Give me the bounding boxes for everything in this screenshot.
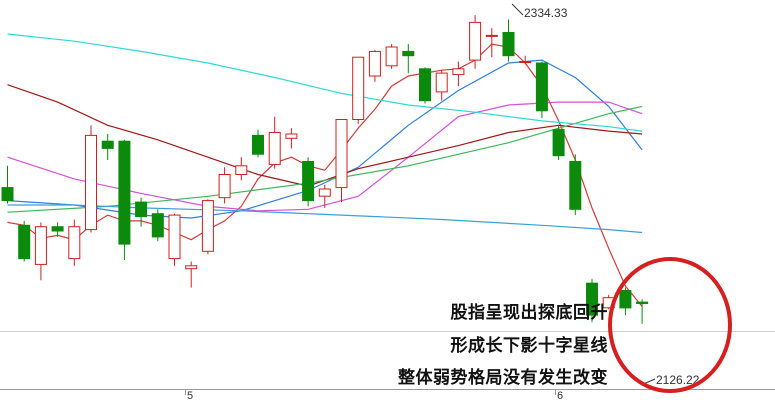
candle-body xyxy=(485,34,498,37)
candle xyxy=(151,209,164,242)
candle xyxy=(218,167,231,204)
candle xyxy=(352,56,365,124)
candle-body xyxy=(135,201,148,218)
candle xyxy=(18,220,31,262)
candle xyxy=(1,165,14,204)
candle-body xyxy=(435,72,448,93)
candle xyxy=(385,44,398,69)
ma-line xyxy=(7,84,643,187)
candle xyxy=(519,55,532,65)
ma-line xyxy=(7,101,643,212)
candle-body xyxy=(469,21,482,61)
candle-body xyxy=(552,129,565,157)
candle-body xyxy=(368,50,381,77)
candle xyxy=(619,287,632,316)
candle xyxy=(552,125,565,160)
x-tick-label: 5 xyxy=(187,390,193,400)
candle xyxy=(419,67,431,104)
candle-body xyxy=(636,301,649,305)
candle-body xyxy=(452,68,465,76)
candle-body xyxy=(569,161,582,210)
annotation-line-3: 整体弱势格局没有发生改变 xyxy=(398,368,608,388)
candle-body xyxy=(619,290,632,309)
candle xyxy=(469,15,482,69)
candle xyxy=(402,44,415,74)
candle-body xyxy=(519,61,532,63)
candle-body xyxy=(252,134,264,155)
candle xyxy=(636,299,649,324)
candle-body xyxy=(18,224,31,260)
candle xyxy=(168,213,181,266)
candle xyxy=(368,49,381,82)
candle-body xyxy=(68,226,81,260)
candle-body xyxy=(535,62,548,112)
candle xyxy=(68,219,81,266)
candle-body xyxy=(1,187,14,202)
candle-body xyxy=(352,56,365,120)
moving-average-lines xyxy=(7,33,643,307)
candle-body xyxy=(268,132,281,165)
candle-body xyxy=(285,133,298,139)
low-value-label: 2126.22 xyxy=(656,373,700,387)
candle-body xyxy=(51,226,64,232)
candle xyxy=(101,134,114,160)
candle xyxy=(235,157,248,181)
candle-body xyxy=(318,188,331,197)
ma-line xyxy=(7,59,643,219)
candle-body xyxy=(218,174,231,199)
candle-body xyxy=(101,140,114,149)
highlight-ellipse xyxy=(608,257,732,393)
candle-body xyxy=(402,50,415,57)
candle xyxy=(435,70,448,101)
candle xyxy=(452,61,465,87)
candle xyxy=(252,129,264,158)
candle-body xyxy=(151,213,164,238)
candle xyxy=(118,139,131,260)
candle xyxy=(569,154,582,216)
candle-body xyxy=(85,134,97,231)
candle xyxy=(485,28,498,58)
candle-body xyxy=(118,140,131,245)
candle xyxy=(302,157,315,207)
candle xyxy=(535,61,548,118)
candles xyxy=(1,15,649,324)
candle-body xyxy=(586,282,598,316)
ma-line xyxy=(7,33,643,132)
candle-body xyxy=(335,119,348,189)
candle-body xyxy=(34,226,47,265)
candle-body xyxy=(419,68,431,102)
candle xyxy=(586,278,598,323)
candle xyxy=(318,184,331,208)
annotation-line-1: 股指呈现出探底回升 xyxy=(450,303,608,323)
candle xyxy=(285,128,298,149)
candle-body xyxy=(235,165,248,176)
annotation-line-2: 形成长下影十字星线 xyxy=(450,336,608,356)
candle xyxy=(502,19,515,62)
candle xyxy=(335,119,348,203)
candle xyxy=(201,199,214,255)
high-value-label: 2334.33 xyxy=(524,6,568,20)
high-marker-line xyxy=(511,3,524,16)
candle-body xyxy=(385,46,398,67)
candle-body xyxy=(502,32,515,57)
candle xyxy=(34,222,47,281)
candle-body xyxy=(302,161,315,202)
candle xyxy=(185,261,198,288)
candle-body xyxy=(168,214,181,260)
candle xyxy=(85,125,97,233)
candle xyxy=(135,197,148,227)
x-tick-label: 6 xyxy=(557,390,563,400)
candle-body xyxy=(201,200,214,252)
candle xyxy=(51,222,64,237)
candle xyxy=(268,116,281,169)
candle-body xyxy=(185,265,198,270)
